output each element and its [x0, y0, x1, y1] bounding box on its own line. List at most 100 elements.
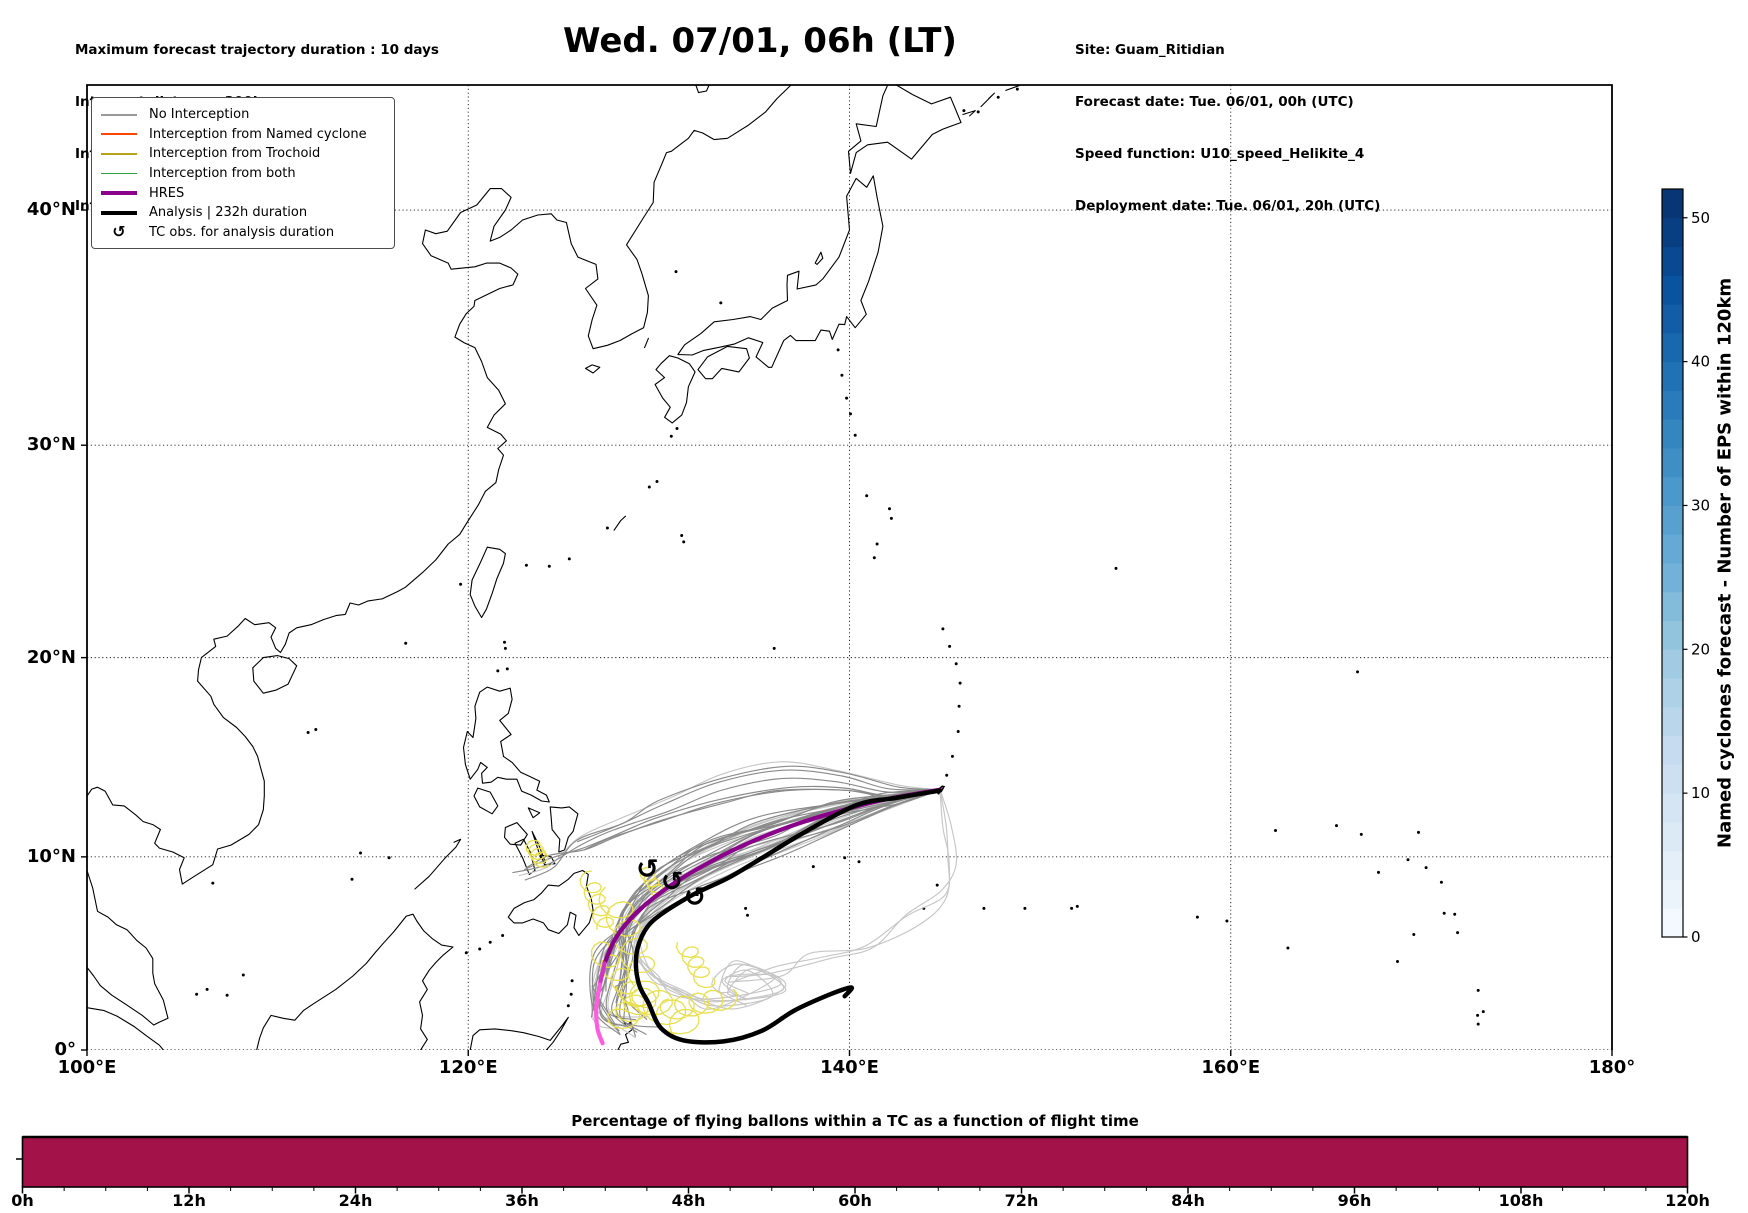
- colorbar-tick-label: 50: [1691, 209, 1710, 227]
- y-axis-tick-label: 30°N: [26, 434, 76, 456]
- coastline-masbate: [527, 807, 541, 819]
- legend-line-swatch: [101, 153, 137, 155]
- coastline-palawan: [414, 838, 462, 890]
- axis-ticks: [81, 209, 1613, 1056]
- legend-item-label: Analysis | 232h duration: [149, 205, 308, 221]
- coastline-panay: [503, 822, 528, 846]
- tc-obs-marker-icon: ↺: [112, 222, 126, 242]
- coastline-negros: [514, 838, 536, 875]
- legend-item-label: Interception from both: [149, 166, 296, 182]
- legend-item-label: HRES: [149, 185, 185, 201]
- trochoid-loops: [525, 839, 739, 1043]
- flight-time-tick-label: 24h: [338, 1191, 373, 1210]
- legend-item: Interception from Named cyclone: [101, 125, 386, 145]
- track-hres-end: [594, 982, 605, 1046]
- flight-time-tick-label: 120h: [1665, 1191, 1710, 1210]
- track-analysis-232h-duration: [633, 788, 943, 1045]
- coastline-sulawesi-north: [469, 1016, 569, 1050]
- coastline-tsushima: [644, 337, 649, 349]
- legend-item: ↺ TC obs. for analysis duration: [101, 223, 386, 243]
- flight-time-tick-label: 108h: [1498, 1191, 1544, 1210]
- tc-obs-marker: ↺: [684, 882, 707, 913]
- coastline-hainan: [252, 655, 298, 694]
- tc-obs-markers: ↺ ↺ ↺: [636, 854, 706, 913]
- coastline-kuril-iturup: [980, 92, 995, 108]
- coastline-sumatra: [87, 1007, 164, 1050]
- legend-item-label: TC obs. for analysis duration: [149, 224, 335, 240]
- legend-item: No Interception: [101, 105, 386, 125]
- map-content: ↺ ↺ ↺: [87, 85, 1612, 1050]
- coastline-malay-peninsula: [87, 869, 169, 1026]
- speed-function-line: Speed function: U10_speed_Helikite_4: [1075, 146, 1365, 163]
- coastline-luzon: [462, 686, 550, 803]
- flight-time-tick-label: 36h: [505, 1191, 539, 1210]
- coastline-kyushu: [654, 355, 696, 424]
- island-dots: [195, 87, 1485, 1026]
- legend-item: Analysis | 232h duration: [101, 203, 386, 223]
- coastline-honshu: [677, 175, 884, 368]
- flight-time-tick-label: 12h: [172, 1191, 206, 1210]
- max-duration-line: Maximum forecast trajectory duration : 1…: [75, 41, 439, 58]
- forecast-date-line: Forecast date: Tue. 06/01, 00h (UTC): [1075, 94, 1354, 111]
- tc-obs-marker: ↺: [636, 854, 659, 885]
- bottom-bar-chart: [16, 1135, 1689, 1194]
- tc-percentage-bar: [22, 1137, 1688, 1187]
- legend-item-label: No Interception: [149, 107, 250, 123]
- flight-time-tick-label: 0h: [11, 1191, 34, 1210]
- flight-time-tick-label: 48h: [671, 1191, 706, 1210]
- bottom-chart-title: Percentage of flying ballons within a TC…: [571, 1112, 1139, 1130]
- legend-item: Interception from Trochoid: [101, 144, 386, 164]
- colorbar-tick-label: 20: [1691, 640, 1710, 658]
- coastline-mainland-asia: [87, 85, 791, 885]
- legend-line-swatch: [101, 113, 137, 116]
- page-title: Wed. 07/01, 06h (LT): [563, 21, 957, 61]
- legend-line-swatch: [101, 191, 137, 196]
- colorbar: 0 10 20 30 40 50: [1661, 188, 1710, 946]
- coastline-borneo: [256, 913, 454, 1050]
- flight-time-tick-label: 60h: [838, 1191, 872, 1210]
- coastline-kuril-urup: [1005, 85, 1020, 91]
- track-hres-fading: [597, 961, 607, 987]
- flight-time-tick-label: 96h: [1337, 1191, 1372, 1210]
- map-border: [86, 84, 1613, 1050]
- coastline-kuril-kunashir: [962, 110, 976, 117]
- coastline-hokkaido: [847, 85, 962, 174]
- colorbar-tick-label: 0: [1691, 928, 1701, 946]
- legend: No Interception Interception from Named c…: [91, 97, 395, 250]
- site-config-info: Site: Guam_Ritidian Forecast date: Tue. …: [1075, 7, 1380, 251]
- tc-obs-marker: ↺: [661, 867, 684, 898]
- y-axis-tick-label: 0°: [54, 1039, 76, 1060]
- colorbar-tick-label: 40: [1691, 353, 1710, 371]
- coastline-mindanao: [507, 869, 594, 937]
- coastline-sado: [814, 251, 824, 265]
- x-axis-tick-label: 120°E: [438, 1057, 498, 1078]
- coastline-leyte-samar: [549, 806, 579, 853]
- legend-item: Interception from both: [101, 164, 386, 184]
- coastline-lake-khanka: [695, 85, 710, 94]
- y-axis-tick-label: 10°N: [26, 845, 76, 867]
- legend-item-label: Interception from Named cyclone: [149, 126, 367, 142]
- coastline-shikoku: [697, 345, 750, 380]
- x-axis-tick-label: 180°: [1588, 1057, 1636, 1078]
- flight-time-tick-label: 84h: [1171, 1191, 1205, 1210]
- legend-line-swatch: [101, 133, 137, 136]
- legend-line-swatch: [101, 172, 137, 175]
- legend-item-label: Interception from Trochoid: [149, 146, 321, 162]
- x-axis-tick-label: 140°E: [820, 1057, 879, 1078]
- y-axis-tick-label: 20°N: [26, 646, 76, 668]
- legend-line-swatch: [101, 210, 137, 215]
- coastline-okinawa: [613, 515, 627, 531]
- deployment-date-line: Deployment date: Tue. 06/01, 20h (UTC): [1075, 198, 1381, 215]
- flight-time-tick-label: 72h: [1004, 1191, 1039, 1210]
- coastline-cheju: [584, 364, 601, 374]
- colorbar-tick-label: 10: [1691, 784, 1710, 802]
- colorbar-tick-label: 30: [1691, 496, 1710, 514]
- coastline-mindoro: [473, 787, 499, 815]
- legend-item: HRES: [101, 183, 386, 203]
- x-axis-tick-label: 160°E: [1201, 1057, 1261, 1078]
- x-axis-tick-label: 100°E: [57, 1057, 117, 1078]
- colorbar-label: Named cyclones forecast - Number of EPS …: [1714, 277, 1736, 849]
- coastline-taiwan: [469, 546, 506, 619]
